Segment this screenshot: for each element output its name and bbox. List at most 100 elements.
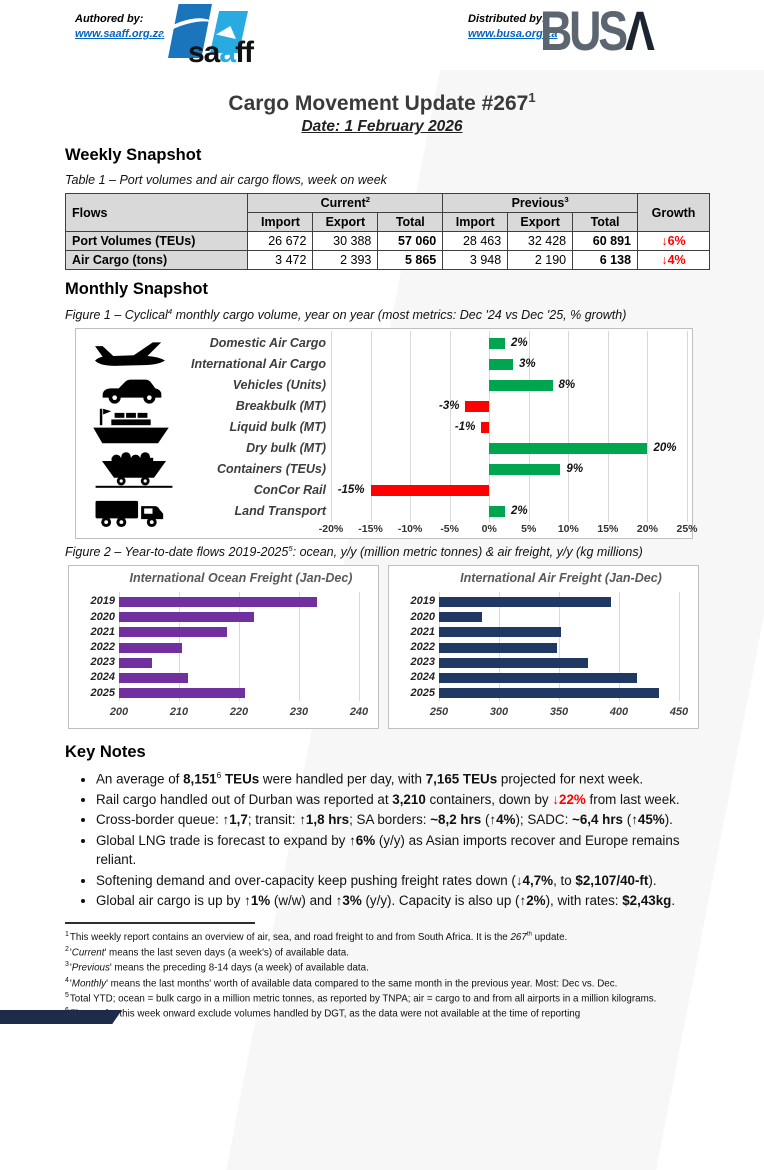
key-notes-list: An average of 8,1516 TEUs were handled p… xyxy=(78,766,698,911)
bar xyxy=(119,596,317,607)
axis-tick-label: 400 xyxy=(609,706,629,719)
bar-value-label: 9% xyxy=(566,463,584,476)
page-title-text: Cargo Movement Update #267 xyxy=(228,92,529,115)
year-label: 2022 xyxy=(410,640,435,653)
bar-value-label: 2% xyxy=(511,337,528,350)
gridline xyxy=(449,331,451,523)
cell-value: 3 948 xyxy=(442,250,509,270)
footnote: 5Total YTD; ocean = bulk cargo in a mill… xyxy=(65,991,657,1005)
axis-tick-label: 5% xyxy=(521,523,537,536)
bar xyxy=(489,506,506,518)
year-label: 2024 xyxy=(90,671,115,684)
gridline xyxy=(607,331,609,523)
monthly-snapshot-heading: Monthly Snapshot xyxy=(65,280,208,298)
table-subhead: Import xyxy=(442,212,509,232)
airplane-icon xyxy=(86,337,174,375)
category-label: Breakbulk (MT) xyxy=(235,399,326,414)
figure1-caption: Figure 1 – Cyclical4 monthly cargo volum… xyxy=(65,307,627,323)
table-subhead: Import xyxy=(247,212,314,232)
gridline xyxy=(687,331,688,523)
cell-total: 60 891 xyxy=(572,231,639,251)
saaff-link[interactable]: www.saaff.org.za xyxy=(75,28,165,40)
axis-tick-label: 350 xyxy=(549,706,569,719)
table1-caption: Table 1 – Port volumes and air cargo flo… xyxy=(65,173,387,187)
busa-link[interactable]: www.busa.org.za xyxy=(468,28,558,40)
cell-value: 3 472 xyxy=(247,250,314,270)
table-subhead: Total xyxy=(572,212,639,232)
category-label: Dry bulk (MT) xyxy=(246,441,326,456)
saaff-text-1: sa xyxy=(188,36,220,69)
axis-tick-label: 10% xyxy=(557,523,579,536)
bar-value-label: -15% xyxy=(337,484,365,497)
gridline xyxy=(489,331,491,523)
footnote: 4'Monthly' means the last months' worth … xyxy=(65,976,618,989)
footnote: 6Figures for this week onward exclude vo… xyxy=(65,1007,581,1020)
gridline xyxy=(559,592,560,702)
footnotes: 1This weekly report contains an overview… xyxy=(65,929,725,1021)
year-label: 2019 xyxy=(90,595,115,608)
report-date: Date: 1 February 2026 xyxy=(301,118,463,135)
year-label: 2025 xyxy=(410,686,435,699)
truck-icon xyxy=(94,496,170,530)
page-title-footnote-ref: 1 xyxy=(528,90,536,105)
axis-tick-label: 0% xyxy=(481,523,497,536)
ocean-freight-chart: International Ocean Freight (Jan-Dec) 20… xyxy=(68,565,379,730)
year-label: 2019 xyxy=(410,595,435,608)
gridline xyxy=(239,592,240,702)
cargo-ship-icon xyxy=(90,407,172,445)
air-freight-chart: International Air Freight (Jan-Dec) 250 3… xyxy=(388,565,699,730)
bar xyxy=(119,657,152,668)
gridline xyxy=(299,592,300,702)
year-label: 2021 xyxy=(410,625,435,638)
bar xyxy=(119,672,188,683)
axis-tick-label: 230 xyxy=(289,706,309,719)
bar-value-label: 20% xyxy=(653,442,677,455)
table-subhead: Export xyxy=(507,212,574,232)
figure1-chart: -20% -15% -10% -5% 0% 5% 10% 15% 20% 25% Domestic … xyxy=(75,328,698,540)
report-header: Authored by: www.saaff.org.za saaff Dist… xyxy=(0,0,764,78)
year-label: 2021 xyxy=(90,625,115,638)
growth-badge: ↓4% xyxy=(637,250,710,270)
page: { "header": { "authored_label": "Authore… xyxy=(0,0,764,1024)
gridline xyxy=(568,331,570,523)
car-icon xyxy=(94,377,170,405)
bar xyxy=(370,485,490,497)
gridline xyxy=(528,331,530,523)
cell-total: 5 865 xyxy=(377,250,444,270)
bar xyxy=(439,642,557,653)
table-subhead: Total xyxy=(377,212,444,232)
authored-by-label: Authored by: xyxy=(75,13,144,25)
bar-value-label: 8% xyxy=(558,379,576,392)
year-label: 2022 xyxy=(90,640,115,653)
saaff-logo-text: saaff xyxy=(188,36,254,70)
busa-text-dark: Λ xyxy=(624,0,655,62)
page-title: Cargo Movement Update #2671 xyxy=(0,90,764,116)
weekly-snapshot-table: Flows Current2 Previous3 Growth Import E… xyxy=(64,193,710,270)
key-note-item: An average of 8,1516 TEUs were handled p… xyxy=(96,766,698,789)
table-subhead: Export xyxy=(312,212,379,232)
saaff-text-3: ff xyxy=(235,36,254,69)
rail-wagon-icon xyxy=(94,448,174,490)
bar-value-label: 3% xyxy=(518,358,536,371)
table-header-previous: Previous3 xyxy=(442,193,639,213)
bar xyxy=(439,657,588,668)
gridline xyxy=(359,592,360,702)
key-note-item: Softening demand and over-capacity keep … xyxy=(96,871,698,891)
bar-value-label: -1% xyxy=(454,421,476,434)
table-header-current: Current2 xyxy=(247,193,444,213)
bar xyxy=(119,642,182,653)
cell-value: 30 388 xyxy=(312,231,379,251)
axis-tick-label: 450 xyxy=(669,706,689,719)
axis-tick-label: -5% xyxy=(440,523,459,536)
axis-tick-label: 220 xyxy=(229,706,249,719)
bottom-left-ribbon xyxy=(0,1010,122,1024)
year-label: 2023 xyxy=(90,656,115,669)
distributed-by-label: Distributed by: xyxy=(468,13,546,25)
key-note-item: Rail cargo handled out of Durban was rep… xyxy=(96,790,698,810)
bar xyxy=(439,612,483,623)
category-label: Land Transport xyxy=(234,504,326,519)
axis-tick-label: 15% xyxy=(597,523,619,536)
axis-tick-label: 20% xyxy=(636,523,658,536)
cell-total: 6 138 xyxy=(572,250,639,270)
axis-tick-label: -20% xyxy=(318,523,344,536)
